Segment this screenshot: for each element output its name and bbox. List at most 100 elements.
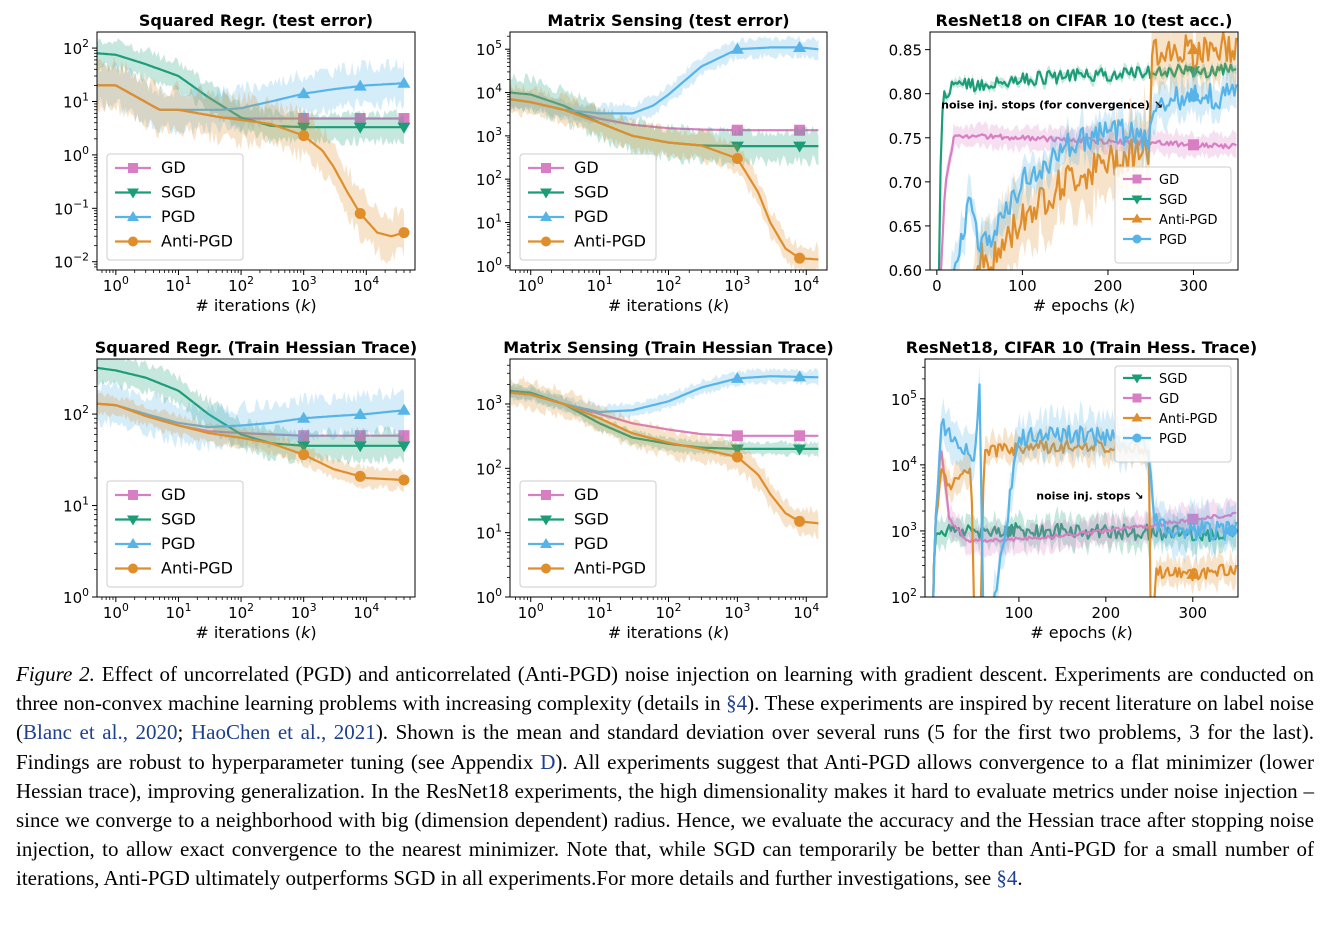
x-axis-label: # iterations (k) [608, 296, 729, 315]
line-pgd [952, 82, 1238, 270]
legend-marker [540, 538, 552, 548]
y-tick-label: 103 [476, 125, 502, 146]
chart-p5: Matrix Sensing (Train Hessian Trace) # it… [476, 338, 834, 642]
caption-label: Figure 2. [16, 662, 95, 686]
legend: GD SGD PGD Anti-PGD [519, 480, 657, 588]
y-tick-label: 101 [63, 495, 89, 516]
legend: GD SGD Anti-PGD PGD [1114, 166, 1232, 264]
x-tick-label: 100 [103, 274, 129, 295]
chart-p6: ResNet18, CIFAR 10 (Train Hess. Trace) # … [891, 338, 1257, 642]
figure-caption: Figure 2. Effect of uncorrelated (PGD) a… [16, 660, 1314, 894]
band-gd [940, 121, 1237, 270]
ref-section-4-b[interactable]: §4 [996, 866, 1018, 891]
marker-anti-pgd [794, 252, 806, 264]
marker-sgd [1187, 66, 1201, 78]
legend-marker [1132, 433, 1142, 443]
y-tick-label: 10−1 [54, 197, 89, 218]
marker-sgd [397, 122, 411, 134]
legend-marker [541, 236, 551, 247]
x-tick-label: 102 [656, 274, 682, 295]
marker-anti-pgd [298, 130, 310, 142]
x-tick-label: 101 [587, 274, 613, 295]
x-tick-label: 102 [228, 274, 254, 295]
caption-end: . [1017, 866, 1023, 891]
y-tick-label: 104 [891, 454, 917, 475]
y-tick-label: 100 [476, 255, 502, 276]
y-tick-label: 101 [476, 522, 502, 543]
ref-blanc-2020[interactable]: Blanc et al., 2020 [23, 720, 178, 745]
legend-label: Anti-PGD [574, 559, 646, 578]
marker-sgd [793, 444, 807, 456]
y-tick-label: 100 [476, 586, 502, 607]
marker-gd [794, 124, 806, 136]
x-tick-label: 200 [1094, 277, 1123, 295]
marker-anti-pgd [398, 227, 410, 239]
line-pgd [97, 402, 405, 429]
legend-label: SGD [161, 183, 196, 202]
annotation-noise-stops: noise inj. stops ↘ [1036, 489, 1143, 502]
x-tick-label: 100 [518, 601, 544, 622]
chart-title: ResNet18 on CIFAR 10 (test acc.) [936, 11, 1233, 30]
ref-haochen-2021[interactable]: HaoChen et al., 2021 [190, 720, 376, 745]
x-tick-label: 101 [165, 601, 191, 622]
plot-frame [96, 358, 416, 598]
legend: GD SGD PGD Anti-PGD [106, 480, 244, 588]
band-anti-pgd [933, 422, 1237, 597]
legend-label: GD [1159, 392, 1179, 407]
marker-gd [354, 113, 366, 125]
chart-title: Matrix Sensing (Train Hessian Trace) [503, 338, 833, 357]
legend-marker [1132, 174, 1142, 184]
legend-marker [1131, 412, 1143, 422]
marker-gd [794, 430, 806, 442]
caption-text-3: ). Shown is the mean and standard deviat… [16, 720, 1315, 774]
marker-pgd [730, 42, 744, 54]
marker-anti-pgd [731, 451, 743, 463]
legend-label: PGD [161, 534, 195, 553]
band-gd [933, 434, 1237, 597]
legend-label: PGD [574, 534, 608, 553]
marker-anti-pgd [298, 449, 310, 461]
y-tick-label: 105 [891, 388, 917, 409]
legend-label: Anti-PGD [161, 232, 233, 251]
annotation-noise-stops: noise inj. stops (for convergence) ↘ [941, 99, 1163, 112]
band-pgd [97, 378, 404, 453]
chart-title: Squared Regr. (Train Hessian Trace) [95, 338, 417, 357]
legend-marker [127, 188, 139, 199]
x-axis-label: # iterations (k) [608, 623, 729, 642]
y-tick-label: 0.75 [889, 130, 922, 148]
legend-marker [540, 515, 552, 526]
x-tick-label: 102 [656, 601, 682, 622]
marker-anti-pgd [731, 153, 743, 165]
legend-label: SGD [574, 510, 609, 529]
marker-pgd [353, 79, 367, 91]
x-tick-label: 103 [291, 274, 317, 295]
plot-area [937, 32, 1238, 270]
marker-anti-pgd [1186, 567, 1200, 579]
band-anti-pgd [510, 376, 819, 540]
ref-appendix-d[interactable]: D [540, 749, 556, 774]
x-tick-label: 300 [1179, 277, 1208, 295]
marker-sgd [730, 444, 744, 456]
legend-label: PGD [574, 207, 608, 226]
y-tick-label: 101 [476, 211, 502, 232]
legend-label: GD [1159, 173, 1179, 188]
legend: GD SGD PGD Anti-PGD [519, 153, 657, 261]
x-tick-label: 102 [228, 601, 254, 622]
legend-label: GD [574, 158, 599, 177]
legend-marker [127, 538, 139, 548]
marker-gd [1188, 139, 1200, 151]
legend-label: GD [161, 158, 186, 177]
band-sgd [97, 38, 404, 146]
ref-section-4[interactable]: §4 [726, 691, 748, 716]
legend: SGD GD Anti-PGD PGD [1114, 365, 1232, 463]
x-tick-label: 100 [518, 274, 544, 295]
x-tick-label: 103 [724, 601, 750, 622]
caption-text-2: ). These experiments are inspired by rec… [16, 691, 1314, 745]
x-tick-label: 100 [103, 601, 129, 622]
chart-p3: ResNet18 on CIFAR 10 (test acc.) # epochs… [889, 11, 1239, 315]
legend-label: PGD [1159, 432, 1187, 447]
y-tick-label: 0.65 [889, 218, 922, 236]
chart-title: ResNet18, CIFAR 10 (Train Hess. Trace) [906, 338, 1257, 357]
plot-frame [924, 358, 1239, 598]
legend-marker [541, 563, 551, 574]
